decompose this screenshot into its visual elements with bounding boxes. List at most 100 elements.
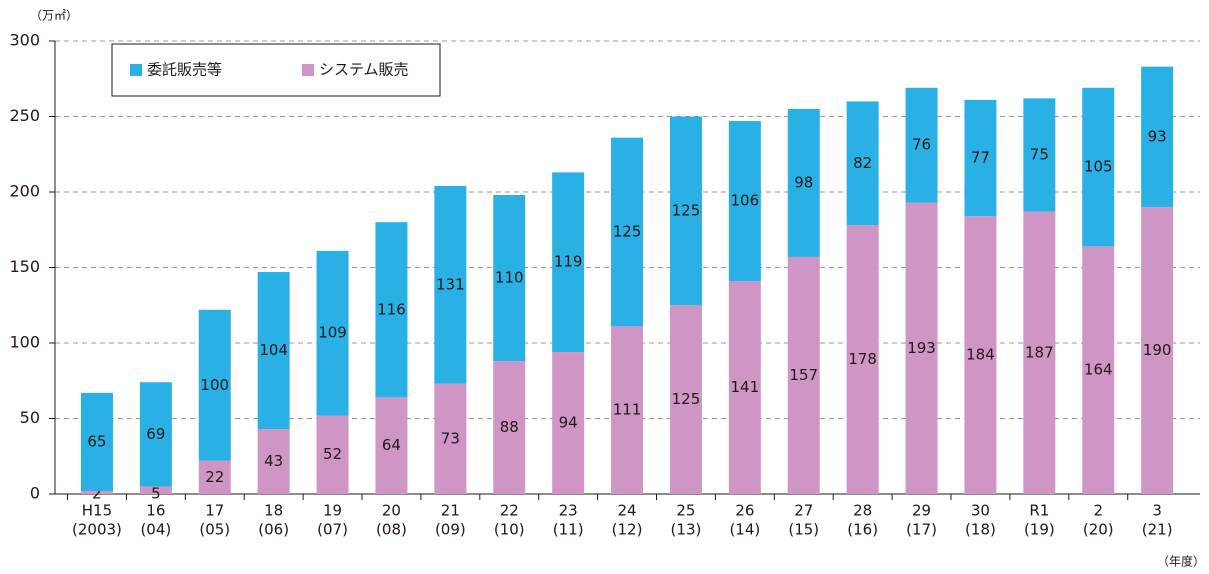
bar-segment — [80, 490, 113, 494]
x-tick-label: (09) — [435, 521, 466, 539]
bar-segment — [669, 305, 702, 494]
data-label: 22 — [205, 468, 224, 486]
x-tick-label: 21 — [441, 502, 460, 520]
x-tick-label: (2003) — [72, 521, 122, 539]
bar-segment — [552, 172, 585, 353]
x-tick-label: (08) — [376, 521, 407, 539]
data-label: 98 — [794, 173, 813, 191]
bar-segment — [434, 383, 467, 494]
data-label: 88 — [500, 418, 519, 436]
y-tick-label: 300 — [9, 31, 40, 50]
data-label: 178 — [848, 350, 877, 368]
x-tick-label: R1 — [1029, 502, 1049, 520]
legend-box — [111, 43, 441, 97]
bar-segment — [316, 250, 349, 416]
bar-segment — [787, 256, 820, 494]
bar-segment — [198, 460, 231, 494]
x-tick-label: 28 — [853, 502, 872, 520]
x-tick-label: (21) — [1142, 521, 1173, 539]
x-tick-label: (20) — [1083, 521, 1114, 539]
legend-label: 委託販売等 — [147, 61, 222, 79]
bar-segment — [1023, 98, 1056, 212]
data-label: 104 — [259, 341, 288, 359]
data-label: 110 — [495, 269, 524, 287]
x-tick-label: (19) — [1024, 521, 1055, 539]
bar-segment — [611, 326, 644, 494]
x-tick-label: (05) — [199, 521, 230, 539]
x-tick-label: 27 — [794, 502, 813, 520]
legend-label: システム販売 — [319, 61, 409, 79]
data-label: 157 — [789, 366, 818, 384]
bar-segment — [552, 352, 585, 494]
bar-segment — [964, 216, 997, 494]
bar-segment — [139, 382, 172, 487]
bar-segment — [375, 397, 408, 494]
bar-segment — [375, 222, 408, 398]
x-tick-label: (18) — [965, 521, 996, 539]
x-tick-label: 22 — [500, 502, 519, 520]
x-tick-label: (14) — [729, 521, 760, 539]
data-label: 94 — [559, 414, 578, 432]
bar-segment — [139, 486, 172, 494]
legend-swatch — [302, 64, 314, 76]
data-label: 64 — [382, 436, 401, 454]
x-tick-label: (17) — [906, 521, 937, 539]
x-tick-label: H15 — [82, 502, 112, 520]
x-tick-label: 3 — [1152, 502, 1162, 520]
data-label: 73 — [441, 429, 460, 447]
data-label: 125 — [672, 201, 701, 219]
bar-segment — [493, 195, 526, 362]
bar-segment — [1082, 246, 1115, 494]
data-label: 190 — [1143, 341, 1172, 359]
x-tick-label: 30 — [971, 502, 990, 520]
bar-segment — [434, 185, 467, 384]
bar-segment — [846, 101, 879, 226]
data-label: 164 — [1084, 361, 1113, 379]
data-label: 105 — [1084, 158, 1113, 176]
x-tick-label: (16) — [847, 521, 878, 539]
bar-segment — [80, 392, 113, 491]
data-label: 76 — [912, 136, 931, 154]
data-label: 93 — [1148, 127, 1167, 145]
x-tick-label: 26 — [735, 502, 754, 520]
x-tick-label: (11) — [553, 521, 584, 539]
data-label: 77 — [971, 149, 990, 167]
data-label: 184 — [966, 346, 995, 364]
x-tick-label: 29 — [912, 502, 931, 520]
bar-segment — [905, 202, 938, 494]
data-label: 52 — [323, 445, 342, 463]
x-tick-label: (06) — [258, 521, 289, 539]
bar-segment — [728, 121, 761, 282]
x-tick-label: 20 — [382, 502, 401, 520]
data-label: 2 — [92, 485, 102, 503]
x-tick-label: 18 — [264, 502, 283, 520]
bar-segment — [728, 281, 761, 494]
y-unit-label: （万㎡） — [30, 9, 78, 23]
data-label: 187 — [1025, 343, 1054, 361]
x-tick-label: 24 — [618, 502, 637, 520]
x-tick-label: (12) — [612, 521, 643, 539]
y-tick-label: 150 — [9, 257, 40, 276]
y-tick-label: 200 — [9, 182, 40, 201]
bar-segment — [905, 87, 938, 203]
data-label: 82 — [853, 154, 872, 172]
data-label: 141 — [731, 378, 760, 396]
data-label: 65 — [87, 432, 106, 450]
bar-segment — [1023, 211, 1056, 494]
bar-segment — [316, 415, 349, 494]
data-label: 43 — [264, 452, 283, 470]
y-tick-label: 0 — [30, 484, 40, 503]
data-label: 125 — [672, 390, 701, 408]
x-tick-label: (04) — [140, 521, 171, 539]
bar-segment — [1082, 87, 1115, 247]
x-tick-label: (07) — [317, 521, 348, 539]
bar-segment — [1141, 207, 1174, 494]
x-unit-label: （年度） — [1157, 554, 1205, 569]
bar-segment — [846, 225, 879, 494]
data-label: 5 — [151, 485, 161, 503]
y-tick-label: 50 — [20, 408, 40, 427]
data-label: 75 — [1030, 146, 1049, 164]
bar-segment — [1141, 66, 1174, 208]
x-tick-label: 17 — [205, 502, 224, 520]
bar-segment — [611, 137, 644, 327]
